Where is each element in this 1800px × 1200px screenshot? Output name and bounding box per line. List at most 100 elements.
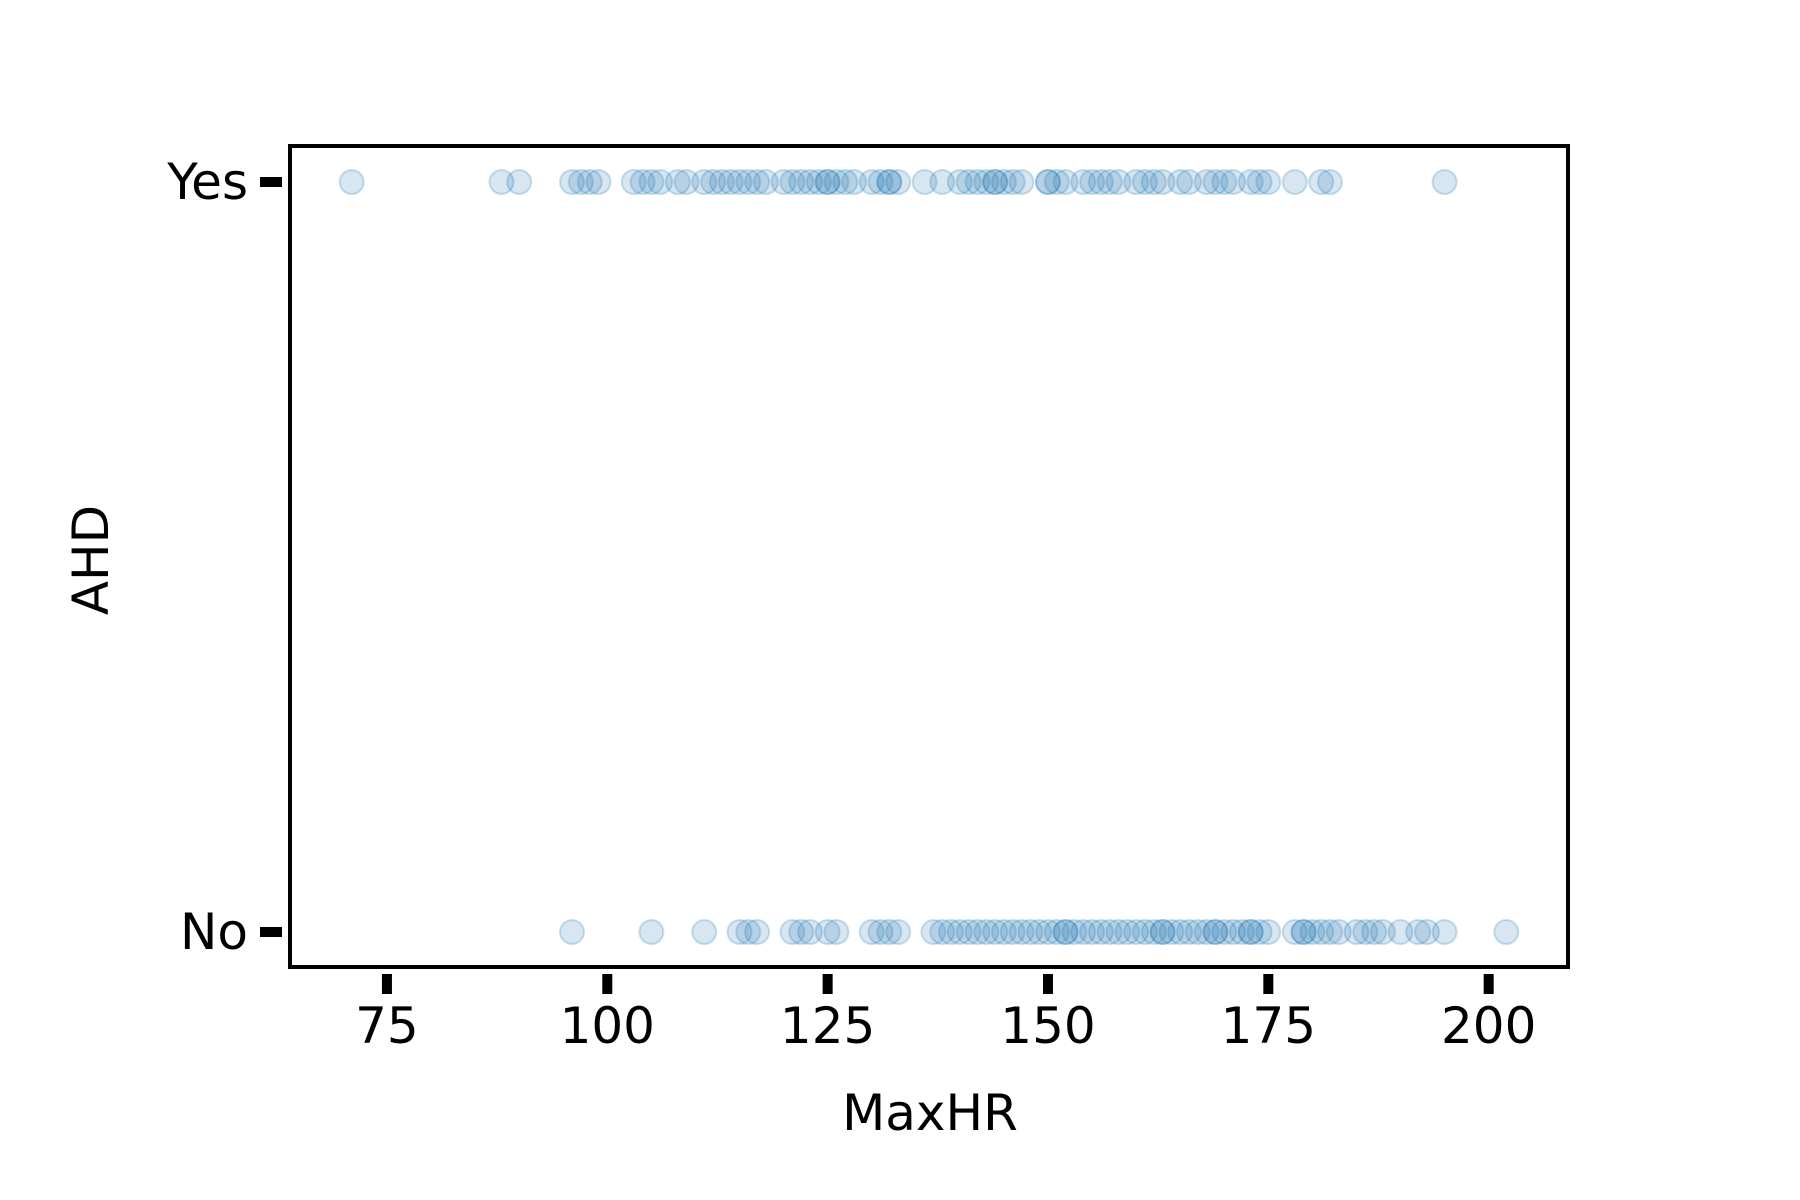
data-point bbox=[726, 919, 753, 945]
data-point bbox=[1096, 919, 1123, 945]
data-point bbox=[744, 169, 771, 195]
data-point bbox=[1387, 919, 1414, 945]
data-point bbox=[973, 919, 1000, 945]
data-point bbox=[929, 919, 956, 945]
data-point bbox=[911, 169, 938, 195]
data-point bbox=[964, 169, 991, 195]
data-point bbox=[735, 919, 762, 945]
plot-frame bbox=[288, 144, 1570, 969]
data-point bbox=[1114, 919, 1141, 945]
data-point bbox=[620, 169, 647, 195]
data-point bbox=[779, 919, 806, 945]
data-point bbox=[1193, 169, 1220, 195]
data-point bbox=[1361, 919, 1388, 945]
data-point bbox=[1255, 169, 1282, 195]
data-point bbox=[946, 169, 973, 195]
data-point bbox=[1149, 919, 1176, 945]
data-point bbox=[885, 919, 912, 945]
y-axis-label: AHD bbox=[62, 505, 120, 615]
data-point bbox=[1317, 169, 1343, 195]
data-point bbox=[876, 169, 903, 195]
data-point bbox=[1167, 169, 1194, 195]
data-point bbox=[638, 919, 665, 945]
data-point bbox=[726, 169, 753, 195]
data-point bbox=[946, 919, 973, 945]
data-point bbox=[1087, 919, 1114, 945]
data-point bbox=[1158, 919, 1185, 945]
data-point bbox=[814, 919, 841, 945]
data-point bbox=[1352, 919, 1379, 945]
data-point bbox=[1281, 169, 1308, 195]
data-point bbox=[717, 169, 744, 195]
data-point bbox=[814, 169, 841, 195]
data-point bbox=[955, 919, 982, 945]
x-axis-label: MaxHR bbox=[842, 1084, 1018, 1142]
data-point bbox=[1176, 919, 1202, 945]
data-point bbox=[1105, 919, 1132, 945]
data-point bbox=[691, 169, 718, 195]
data-point bbox=[823, 919, 850, 945]
data-point bbox=[1052, 169, 1079, 195]
data-point bbox=[832, 169, 859, 195]
data-point bbox=[1123, 169, 1150, 195]
data-point bbox=[1043, 919, 1070, 945]
data-point bbox=[1431, 169, 1458, 195]
data-point bbox=[700, 169, 727, 195]
data-point bbox=[1290, 919, 1317, 945]
data-point bbox=[1167, 919, 1194, 945]
data-point bbox=[338, 169, 365, 195]
data-point bbox=[1149, 919, 1176, 945]
data-point bbox=[506, 169, 533, 195]
data-point bbox=[805, 169, 832, 195]
data-point bbox=[1079, 169, 1106, 195]
data-point bbox=[1211, 169, 1238, 195]
data-point bbox=[1228, 919, 1255, 945]
y-axis: No Yes bbox=[166, 153, 282, 961]
data-point bbox=[779, 169, 806, 195]
data-point bbox=[797, 919, 823, 945]
data-point bbox=[876, 169, 903, 195]
data-point bbox=[559, 169, 585, 195]
data-point bbox=[1343, 919, 1370, 945]
data-point bbox=[867, 169, 894, 195]
data-point bbox=[929, 169, 956, 195]
data-point bbox=[1123, 919, 1150, 945]
data-point bbox=[982, 919, 1009, 945]
data-point bbox=[823, 169, 850, 195]
data-point bbox=[647, 169, 674, 195]
x-tick-label: 200 bbox=[1441, 997, 1536, 1055]
data-point bbox=[1035, 919, 1061, 945]
y-tick-label: No bbox=[180, 903, 248, 961]
data-point bbox=[1070, 919, 1097, 945]
data-point bbox=[1079, 919, 1106, 945]
data-point bbox=[585, 169, 612, 195]
data-point bbox=[559, 919, 585, 945]
data-point bbox=[1061, 919, 1088, 945]
x-tick-label: 150 bbox=[1000, 997, 1095, 1055]
data-point bbox=[1140, 169, 1167, 195]
data-point bbox=[973, 169, 1000, 195]
data-point bbox=[885, 169, 912, 195]
data-point bbox=[1131, 919, 1158, 945]
data-point bbox=[752, 169, 779, 195]
data-point bbox=[1149, 169, 1176, 195]
data-point bbox=[982, 169, 1009, 195]
data-point bbox=[1255, 919, 1282, 945]
data-point bbox=[1290, 919, 1317, 945]
data-point bbox=[1017, 919, 1044, 945]
data-point bbox=[1220, 919, 1247, 945]
data-point bbox=[858, 169, 885, 195]
data-point bbox=[770, 169, 797, 195]
y-tick-label: Yes bbox=[166, 153, 248, 211]
data-point bbox=[673, 169, 700, 195]
plot-border bbox=[288, 144, 1570, 969]
data-point bbox=[1087, 169, 1114, 195]
data-point bbox=[638, 169, 665, 195]
data-point bbox=[999, 169, 1026, 195]
data-point bbox=[1193, 919, 1220, 945]
x-axis: 75 100 125 150 175 200 bbox=[355, 974, 1536, 1055]
data-point bbox=[488, 169, 515, 195]
data-point bbox=[990, 919, 1017, 945]
data-point bbox=[576, 169, 603, 195]
